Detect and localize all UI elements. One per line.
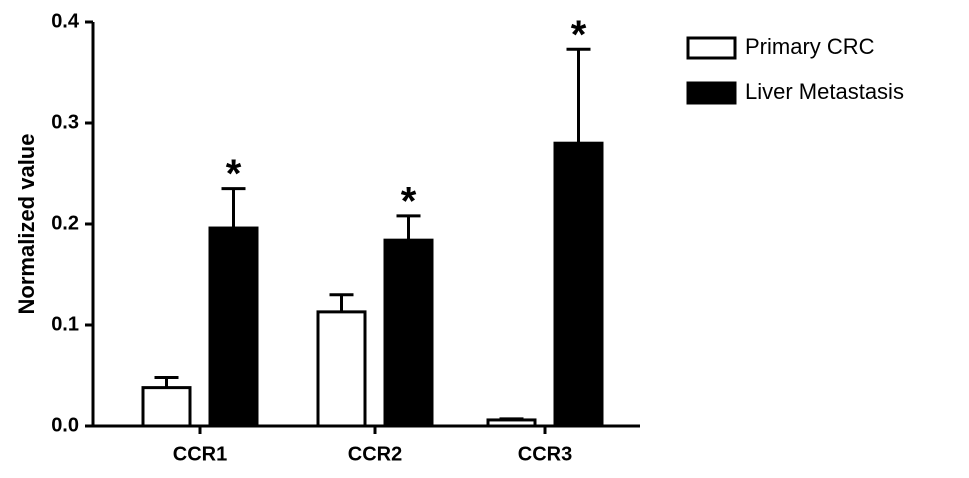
x-tick-label: CCR3 xyxy=(518,443,572,465)
y-tick-label: 0.4 xyxy=(51,10,80,32)
y-tick-label: 0.3 xyxy=(51,111,79,133)
legend-swatch xyxy=(686,36,737,60)
y-axis-label: Normalized value xyxy=(14,134,39,315)
legend-swatch xyxy=(686,81,737,105)
significance-marker: * xyxy=(401,179,417,223)
bar xyxy=(208,226,259,428)
bar xyxy=(383,238,434,428)
legend-label: Primary CRC xyxy=(745,34,875,59)
y-tick-label: 0.0 xyxy=(51,414,79,436)
significance-marker: * xyxy=(226,152,242,196)
bar xyxy=(141,386,192,428)
legend-label: Liver Metastasis xyxy=(745,79,904,104)
y-tick-label: 0.1 xyxy=(51,313,79,335)
significance-marker: * xyxy=(571,13,587,57)
bar xyxy=(316,310,367,428)
y-tick-label: 0.2 xyxy=(51,212,79,234)
x-tick-label: CCR1 xyxy=(173,443,227,465)
x-tick-label: CCR2 xyxy=(348,443,402,465)
bar xyxy=(553,141,604,428)
bar xyxy=(486,418,537,428)
